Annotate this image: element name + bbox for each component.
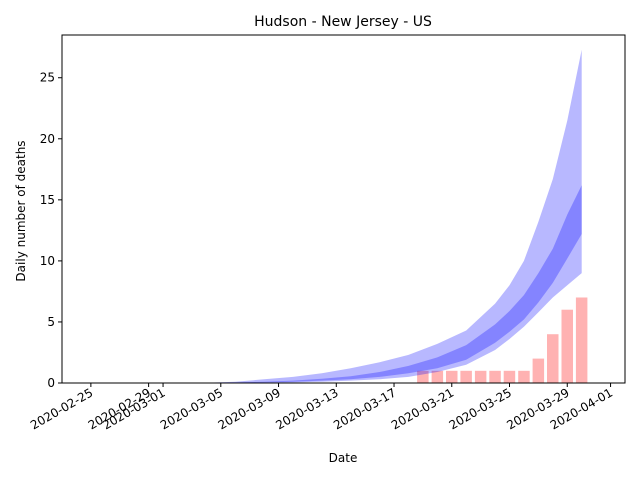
x-tick-label: 2020-03-25 <box>447 385 514 432</box>
bar <box>474 370 487 383</box>
plot-frame <box>61 34 626 384</box>
x-axis-title: Date <box>329 451 358 465</box>
plot-area <box>90 49 588 383</box>
bar <box>575 297 588 383</box>
y-tick-label: 20 <box>40 132 55 146</box>
uncertainty-band-1 <box>90 49 582 383</box>
bar <box>417 370 429 383</box>
bar <box>532 358 545 383</box>
bar <box>431 370 444 383</box>
x-tick-label: 2020-03-05 <box>158 385 225 432</box>
bar <box>518 370 530 383</box>
y-tick-label: 25 <box>40 71 55 85</box>
bar <box>547 334 559 383</box>
bar <box>503 370 516 383</box>
uncertainty-band-2 <box>90 185 582 383</box>
y-tick-label: 0 <box>47 376 55 390</box>
chart-title: Hudson - New Jersey - US <box>254 14 432 30</box>
y-axis-title: Daily number of deaths <box>14 140 28 281</box>
x-tick-label: 2020-03-21 <box>389 385 456 432</box>
bar <box>460 370 472 383</box>
y-tick-label: 10 <box>40 254 55 268</box>
y-tick-label: 5 <box>47 315 55 329</box>
x-tick-label: 2020-03-09 <box>216 385 283 432</box>
x-tick-label: 2020-03-17 <box>331 385 398 432</box>
x-tick-label: 2020-03-13 <box>273 385 340 432</box>
bar <box>561 309 573 383</box>
x-tick-label: 2020-02-25 <box>28 385 95 432</box>
bar <box>489 370 501 383</box>
bar <box>446 370 458 383</box>
y-tick-label: 15 <box>40 193 55 207</box>
